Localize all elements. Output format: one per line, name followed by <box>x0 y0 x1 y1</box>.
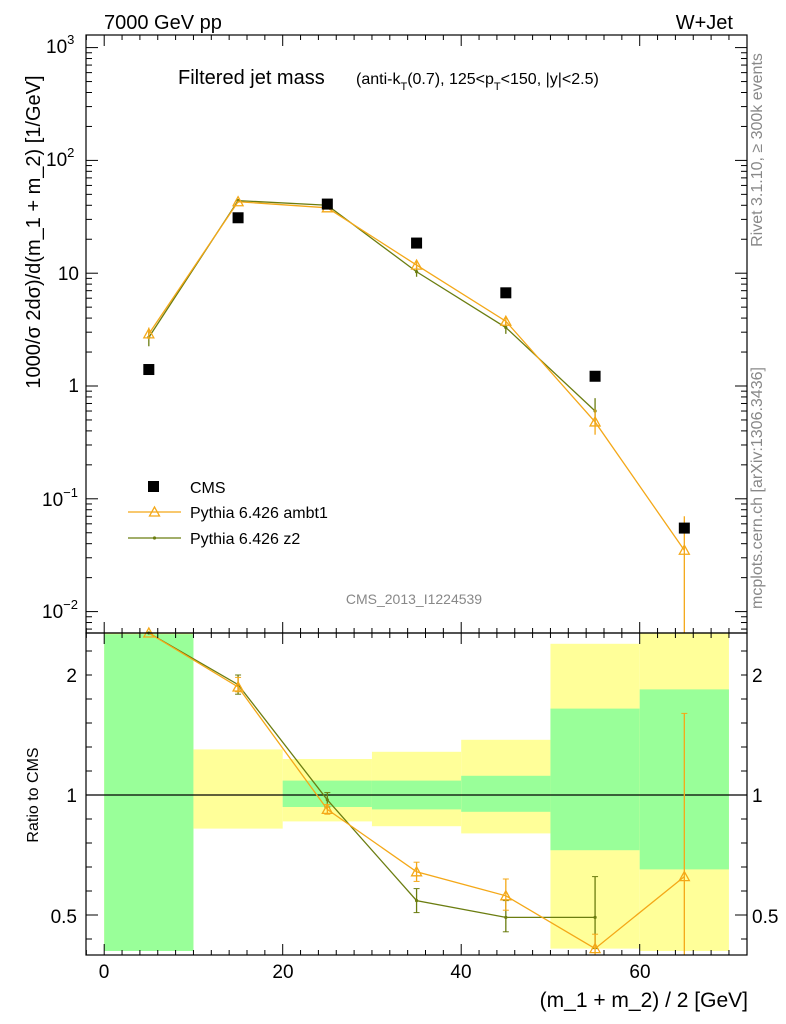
main-y-tick-label-0.01: 10−2 <box>42 597 78 623</box>
ratio-tick-label-2-left: 2 <box>66 666 77 687</box>
main-y-axis-label: 1000/σ 2dσ)/d(m_1 + m_2) [1/GeV] <box>23 75 45 388</box>
z2-point <box>504 325 508 330</box>
legend: CMS Pythia 6.426 ambt1 Pythia 6.426 z2 <box>128 480 328 548</box>
z2-ratio-point <box>414 899 419 903</box>
legend-label-cms: CMS <box>190 480 226 497</box>
ratio-y-axis-label: Ratio to CMS <box>25 747 42 842</box>
ratio-y-tick-labels: 2 1 0.5 2 1 0.5 <box>51 666 779 928</box>
main-series <box>142 195 691 633</box>
main-y-tick-label-10: 10 <box>58 264 79 285</box>
legend-marker-cms <box>148 481 159 492</box>
main-y-tick-label-1: 1 <box>68 376 79 397</box>
ambt1-point <box>678 543 691 555</box>
z2-ratio-line <box>148 632 596 919</box>
legend-label-ambt1: Pythia 6.426 ambt1 <box>190 505 328 522</box>
ratio-band-outer <box>193 749 283 829</box>
x-tick-labels: 0 20 40 60 <box>99 962 651 983</box>
ratio-panel-frame <box>85 632 748 956</box>
cms-point <box>143 364 155 376</box>
x-tick-label-0: 0 <box>99 962 110 983</box>
x-tick-label-20: 20 <box>272 962 293 983</box>
plot-title-cuts: (anti-kT(0.7), 125<pT<150, |y|<2.5) <box>356 71 599 93</box>
ambt1-point <box>142 327 155 339</box>
main-y-tick-label-0.1: 10−1 <box>42 485 78 511</box>
rivet-version-label: Rivet 3.1.10, ≥ 300k events <box>749 53 766 247</box>
x-axis-label: (m_1 + m_2) / 2 [GeV] <box>540 989 748 1012</box>
z2-point <box>414 270 419 274</box>
main-y-tick-label-100: 102 <box>46 145 74 171</box>
ratio-band-inner <box>550 708 640 851</box>
ambt1-point <box>231 195 245 207</box>
main-y-tick-labels: 103 102 10 1 10−1 10−2 <box>42 32 79 623</box>
x-tick-label-40: 40 <box>450 962 471 983</box>
cms-point <box>232 212 244 224</box>
ratio-tick-label-1-left: 1 <box>66 786 77 807</box>
ambt1-ratio-point <box>678 870 691 882</box>
cms-point <box>678 522 690 534</box>
analysis-watermark: CMS_2013_I1224539 <box>346 591 482 607</box>
ratio-tick-label-1-right: 1 <box>752 786 763 807</box>
legend-marker-z2 <box>152 536 157 540</box>
ratio-band-inner <box>461 775 551 812</box>
z2-ratio-point <box>593 915 597 920</box>
ambt1-line <box>148 201 685 551</box>
ambt1-point <box>588 415 602 427</box>
z2-line <box>148 199 596 412</box>
mcplots-label: mcplots.cern.ch [arXiv:1306.3436] <box>749 367 766 609</box>
ambt1-ratio-point <box>410 865 423 877</box>
ambt1-point <box>499 314 512 326</box>
ambt1-ratio-point <box>499 889 512 901</box>
cms-point <box>321 198 333 210</box>
axis-ticks <box>85 35 747 955</box>
ambt1-ratio-point <box>588 942 602 954</box>
ratio-tick-label-0.5-right: 0.5 <box>752 907 778 928</box>
ratio-band-inner <box>104 634 194 951</box>
ratio-tick-label-0.5-left: 0.5 <box>51 907 77 928</box>
legend-marker-ambt1 <box>148 505 161 517</box>
ambt1-ratio-point <box>321 803 334 815</box>
legend-label-z2: Pythia 6.426 z2 <box>190 531 300 548</box>
main-y-tick-label-1000: 103 <box>46 32 74 58</box>
ambt1-point <box>410 258 423 270</box>
cms-point <box>411 237 423 249</box>
z2-ratio-point <box>325 798 329 802</box>
title-main: Filtered jet mass <box>178 67 325 89</box>
main-panel-frame <box>85 34 748 634</box>
cms-point <box>589 370 601 382</box>
ratio-series <box>142 626 691 956</box>
cms-point <box>500 287 512 299</box>
z2-ratio-point <box>504 915 508 920</box>
x-tick-label-60: 60 <box>629 962 650 983</box>
plot-title: Filtered jet mass <box>178 67 325 89</box>
header-left: 7000 GeV pp <box>104 12 222 34</box>
ambt1-ratio-point <box>231 680 245 692</box>
ratio-tick-label-2-right: 2 <box>752 666 763 687</box>
header-right: W+Jet <box>676 12 734 34</box>
